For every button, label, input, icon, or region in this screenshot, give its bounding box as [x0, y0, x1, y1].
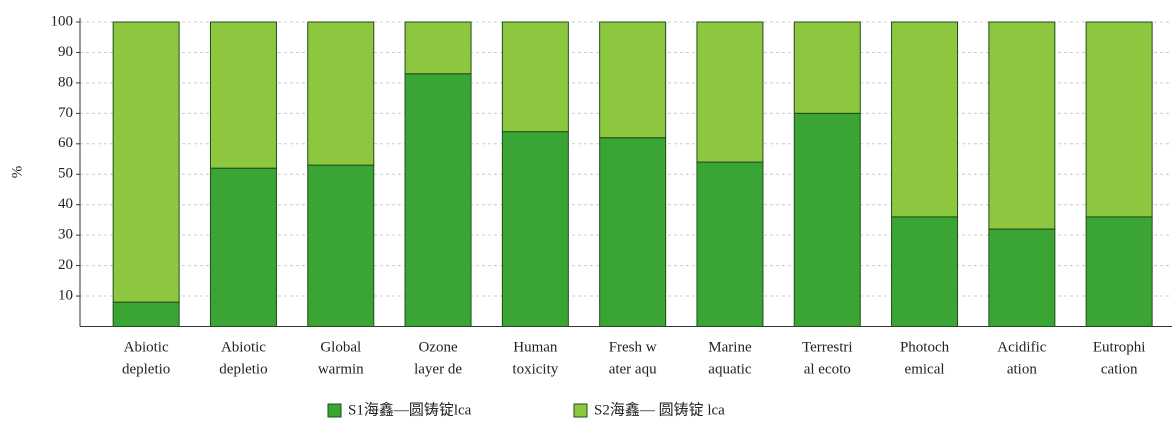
x-tick-label: Marine [708, 339, 752, 355]
y-tick-label: 40 [58, 196, 73, 212]
x-tick-label: ater aqu [609, 361, 657, 377]
legend-swatch [327, 403, 342, 418]
x-tick-label: Ozone [418, 339, 457, 355]
x-tick-label: Fresh w [609, 339, 657, 355]
bar-segment [112, 301, 180, 328]
x-tick-label: cation [1101, 361, 1138, 377]
bar-segment [209, 21, 277, 169]
bar-segment [696, 161, 764, 327]
legend-label: S2海鑫— 圆铸锭 lca [594, 400, 725, 418]
legend-swatch [573, 403, 588, 418]
bar-segment [307, 164, 375, 327]
x-tick-label: layer de [414, 361, 462, 377]
y-tick-label: 30 [58, 227, 73, 243]
x-tick-label: Global [320, 339, 361, 355]
x-tick-label: Human [513, 339, 558, 355]
x-tick-label: emical [905, 361, 945, 377]
bar-segment [307, 21, 375, 166]
bar-segment [793, 21, 861, 114]
bar-segment [501, 131, 569, 327]
y-tick-label: 70 [58, 105, 73, 121]
bar-segment [1085, 21, 1153, 218]
bar-segment [404, 73, 472, 327]
bar-segment [988, 21, 1056, 230]
x-tick-label: warmin [318, 361, 364, 377]
y-tick-label: 50 [58, 166, 73, 182]
bar-segment [209, 167, 277, 327]
bar-segment [501, 21, 569, 133]
x-tick-label: Terrestri [802, 339, 853, 355]
x-tick-label: aquatic [708, 361, 752, 377]
bar-segment [891, 216, 959, 328]
x-tick-label: Abiotic [124, 339, 169, 355]
x-tick-label: toxicity [512, 361, 558, 377]
x-tick-label: Abiotic [221, 339, 266, 355]
bar-segment [404, 21, 472, 75]
x-tick-label: depletio [219, 361, 267, 377]
y-tick-label: 90 [58, 44, 73, 60]
legend-label: S1海鑫—圆铸锭lca [348, 400, 472, 418]
x-tick-label: al ecoto [804, 361, 851, 377]
bar-segment [112, 21, 180, 303]
x-tick-label: depletio [122, 361, 170, 377]
x-tick-label: Eutrophi [1093, 339, 1146, 355]
x-tick-label: Photoch [900, 339, 950, 355]
bar-segment [988, 228, 1056, 327]
bar-segment [696, 21, 764, 163]
y-axis-label: % [9, 166, 25, 179]
bar-segment [599, 137, 667, 327]
y-tick-label: 10 [58, 287, 73, 303]
bar-segment [1085, 216, 1153, 328]
y-tick-label: 60 [58, 135, 73, 151]
y-tick-label: 100 [51, 13, 74, 29]
x-tick-label: ation [1007, 361, 1037, 377]
bar-segment [793, 112, 861, 327]
y-tick-label: 80 [58, 74, 73, 90]
bar-segment [599, 21, 667, 139]
x-tick-label: Acidific [997, 339, 1046, 355]
bar-segment [891, 21, 959, 218]
y-tick-label: 20 [58, 257, 73, 273]
